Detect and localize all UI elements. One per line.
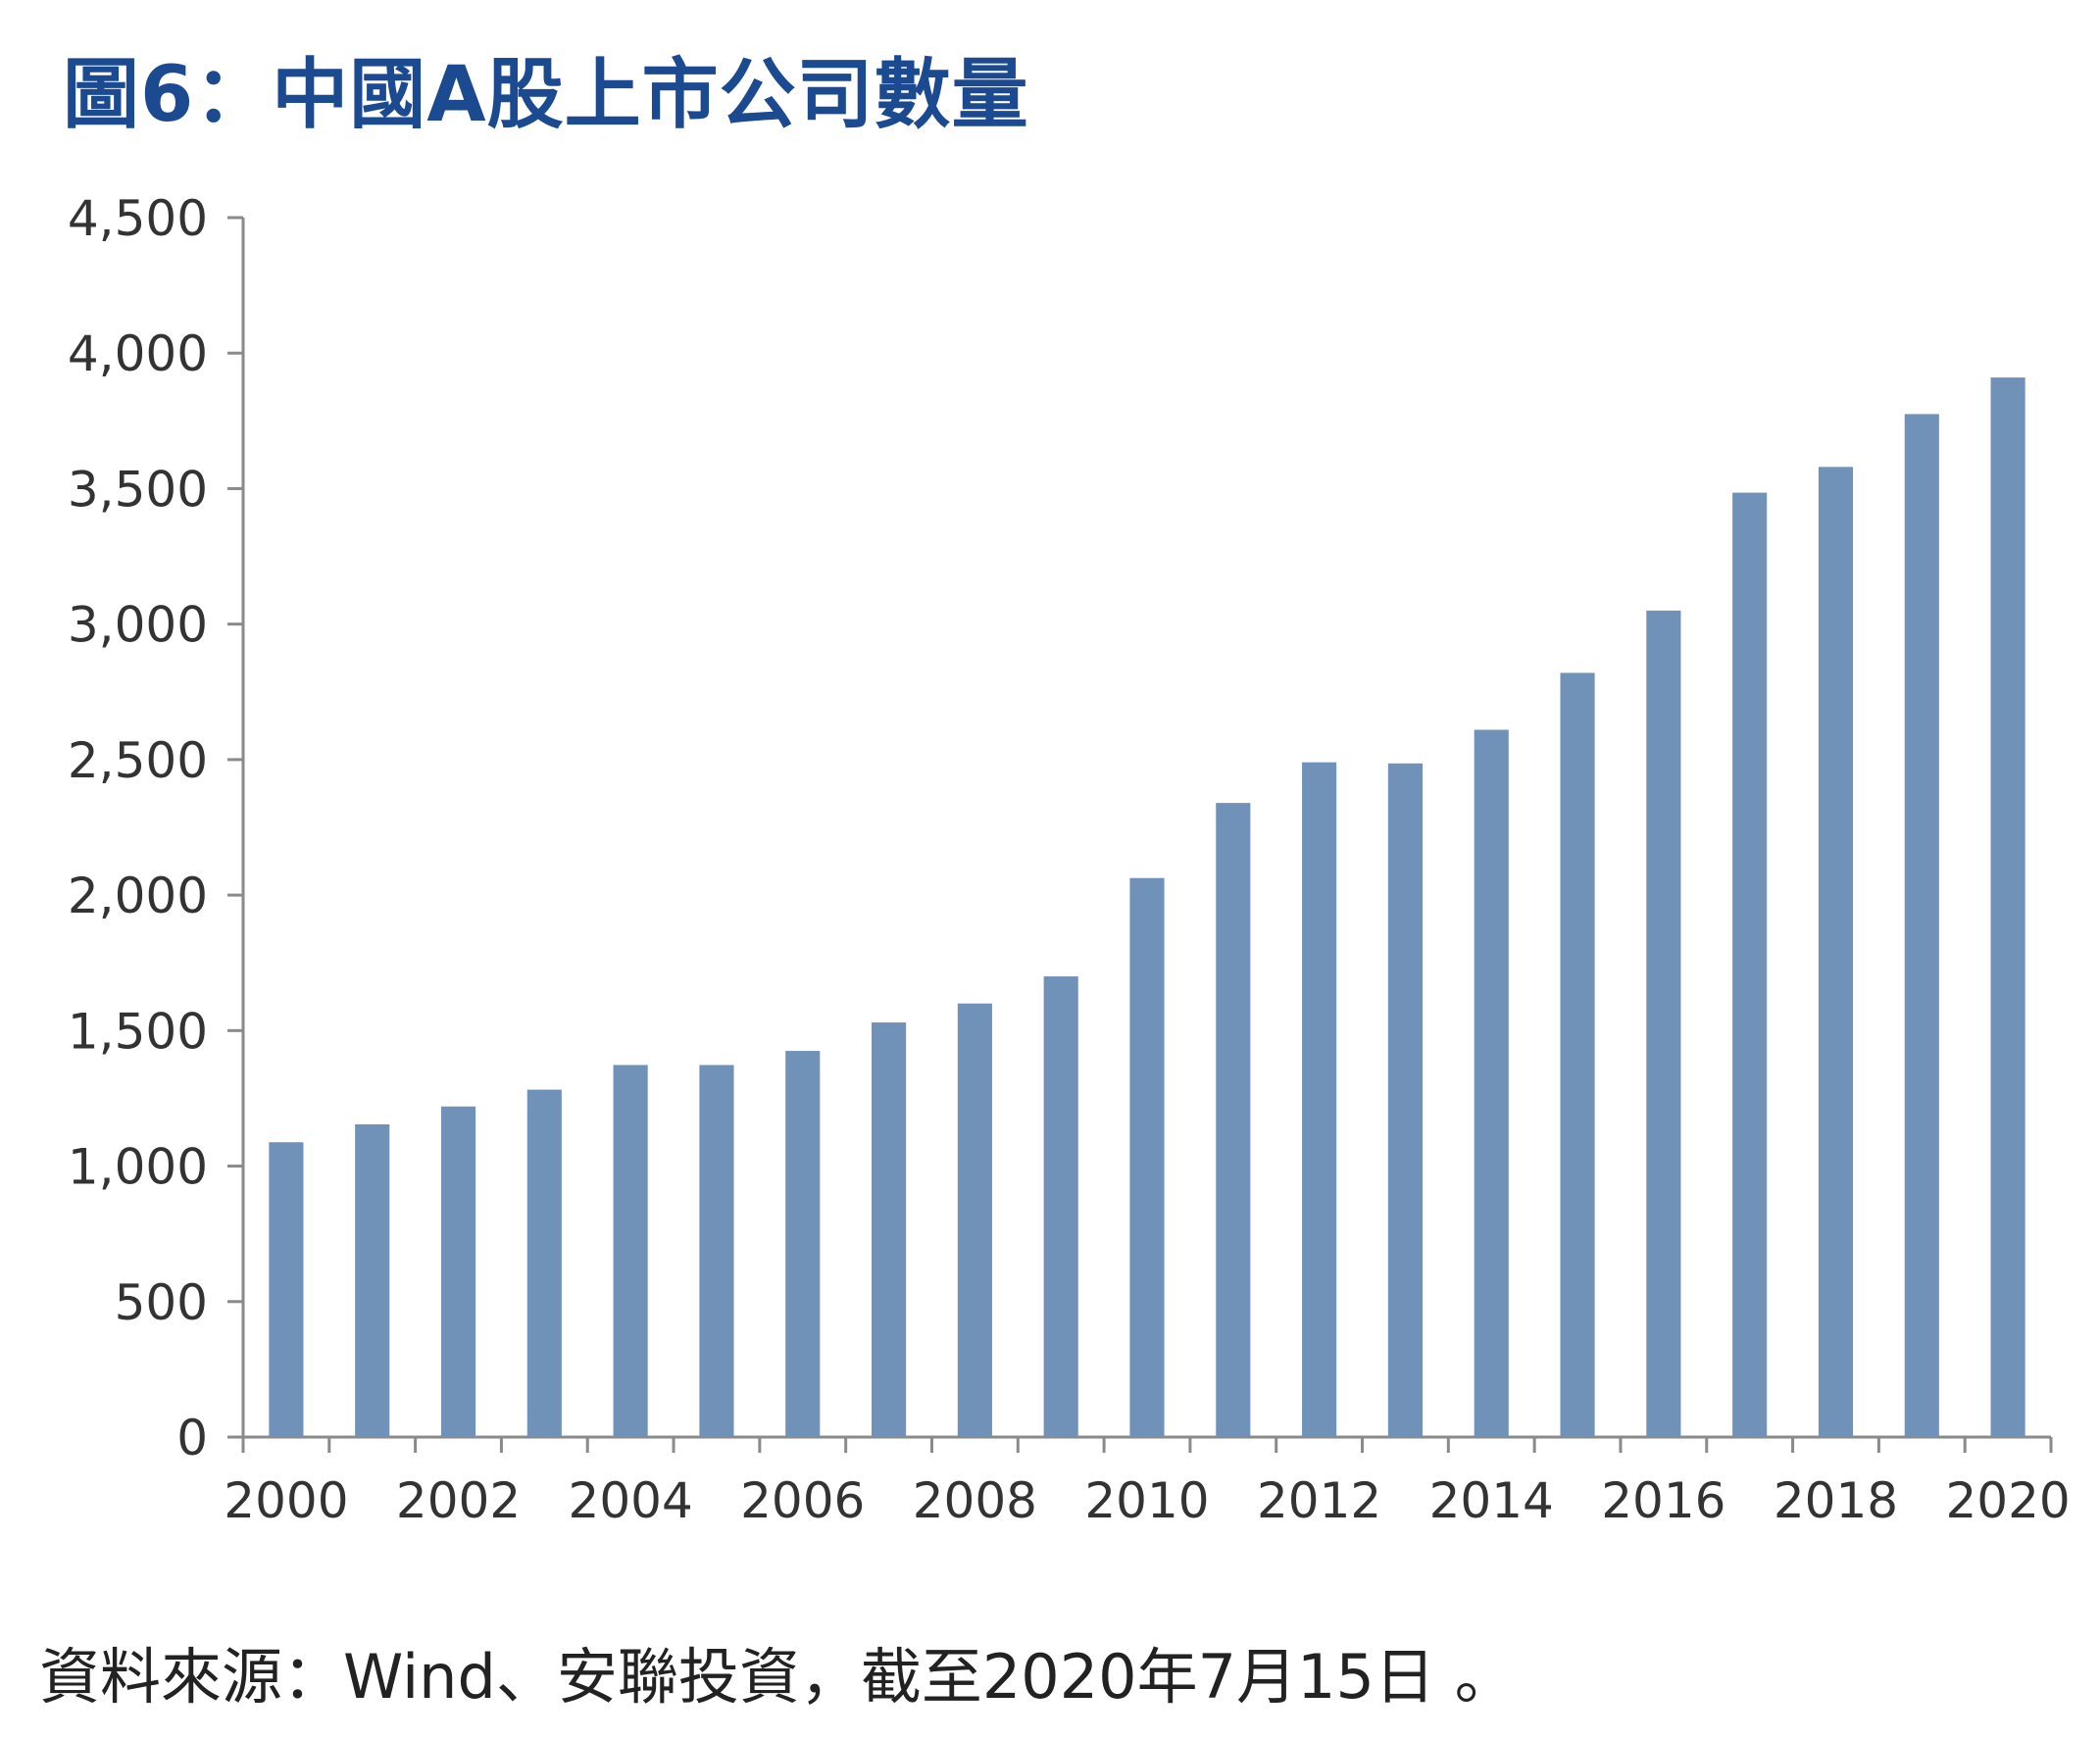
x-tick-label: 2008	[913, 1472, 1037, 1529]
x-tick-label: 2012	[1257, 1472, 1381, 1529]
bar-2016	[1646, 610, 1681, 1437]
x-axis: 2000 2002 2004 2006 2008 2010 2012 2014 2016 2018…	[224, 1435, 2071, 1529]
bar-series	[269, 377, 2025, 1438]
x-tick-label: 2004	[569, 1472, 693, 1529]
bar-chart: 0 500 1,000 1,500 2,000 2,500 3,000 3,500 4,000 4…	[68, 190, 2071, 1529]
bar-2012	[1302, 762, 1337, 1437]
y-tick-label: 0	[176, 1410, 208, 1466]
x-tick-label: 2010	[1084, 1472, 1209, 1529]
y-tick-label: 2,500	[68, 732, 208, 789]
y-tick-label: 3,500	[68, 461, 208, 518]
bar-2003	[526, 1089, 562, 1437]
y-tick-label: 500	[115, 1274, 208, 1331]
x-tick-label: 2006	[740, 1472, 865, 1529]
chart-title: 圖6：中國A股上市公司數量	[63, 51, 1029, 139]
bar-2009	[1043, 976, 1078, 1437]
bar-2018	[1818, 467, 1854, 1438]
bar-2015	[1560, 672, 1595, 1437]
bar-2008	[957, 1003, 992, 1437]
x-tick-label: 2002	[396, 1472, 521, 1529]
y-tick-label: 1,000	[68, 1139, 208, 1196]
x-tick-label: 2016	[1601, 1472, 1725, 1529]
bar-2007	[872, 1022, 907, 1437]
y-tick-label: 1,500	[68, 1003, 208, 1060]
y-tick-label: 4,000	[68, 325, 208, 382]
x-tick-label: 2020	[1945, 1472, 2070, 1529]
bar-2005	[699, 1065, 734, 1437]
y-tick-label: 4,500	[68, 190, 208, 247]
bar-2000	[269, 1142, 304, 1437]
bar-2010	[1129, 877, 1165, 1437]
x-tick-label: 2014	[1429, 1472, 1554, 1529]
bar-2020	[1990, 377, 2025, 1437]
bar-2011	[1216, 803, 1251, 1437]
bar-2014	[1474, 729, 1509, 1437]
x-tick-label: 2000	[224, 1472, 348, 1529]
bar-2002	[440, 1106, 476, 1437]
bar-2006	[785, 1051, 821, 1437]
bar-2001	[355, 1123, 390, 1437]
y-tick-label: 3,000	[68, 597, 208, 654]
bar-2019	[1904, 414, 1939, 1437]
y-axis: 0 500 1,000 1,500 2,000 2,500 3,000 3,500 4,000 4…	[68, 190, 245, 1466]
bar-2013	[1387, 763, 1423, 1437]
bar-2017	[1732, 492, 1768, 1437]
bar-2004	[613, 1065, 648, 1437]
y-tick-label: 2,000	[68, 868, 208, 924]
x-tick-label: 2018	[1774, 1472, 1898, 1529]
source-note: 資料來源：Wind、安聯投資，截至2020年7月15日 。	[39, 1641, 1516, 1713]
